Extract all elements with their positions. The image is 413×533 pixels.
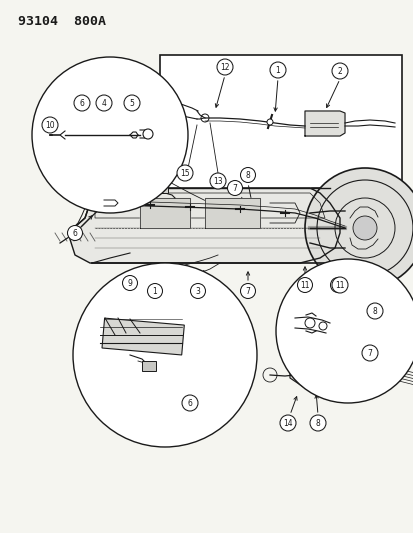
Text: 15: 15 (180, 168, 189, 177)
Polygon shape (68, 188, 339, 263)
Circle shape (190, 284, 205, 298)
Circle shape (32, 57, 188, 213)
Text: 3: 3 (195, 287, 200, 295)
Circle shape (227, 181, 242, 196)
Circle shape (304, 168, 413, 288)
Text: 7: 7 (367, 349, 372, 358)
Circle shape (216, 59, 233, 75)
Text: 14: 14 (282, 418, 292, 427)
Text: 11: 11 (335, 280, 344, 289)
Circle shape (96, 95, 112, 111)
Circle shape (269, 62, 285, 78)
Circle shape (309, 415, 325, 431)
Circle shape (352, 216, 376, 240)
Text: 6: 6 (187, 399, 192, 408)
Text: 7: 7 (245, 287, 250, 295)
Circle shape (366, 303, 382, 319)
Bar (102, 318, 184, 355)
Text: 6: 6 (72, 229, 77, 238)
Polygon shape (204, 198, 259, 228)
Text: 8: 8 (245, 171, 250, 180)
Polygon shape (104, 200, 118, 206)
Text: 8: 8 (315, 418, 320, 427)
Circle shape (279, 415, 295, 431)
Circle shape (67, 225, 82, 240)
Circle shape (331, 63, 347, 79)
Circle shape (147, 284, 162, 298)
Circle shape (122, 276, 137, 290)
Circle shape (177, 165, 192, 181)
Circle shape (318, 322, 326, 330)
Text: 8: 8 (372, 306, 377, 316)
Text: 11: 11 (299, 280, 309, 289)
Text: 6: 6 (79, 99, 84, 108)
Text: 2: 2 (337, 67, 342, 76)
Text: 1: 1 (275, 66, 280, 75)
Text: 10: 10 (45, 120, 55, 130)
Polygon shape (140, 198, 190, 228)
Text: 93104  800A: 93104 800A (18, 15, 106, 28)
Text: 7: 7 (232, 183, 237, 192)
Text: 8: 8 (335, 280, 339, 289)
Text: 13: 13 (213, 176, 222, 185)
Polygon shape (289, 353, 359, 391)
Circle shape (330, 278, 345, 293)
Text: 4: 4 (101, 99, 106, 108)
Text: 5: 5 (129, 99, 134, 108)
Circle shape (266, 119, 272, 125)
Circle shape (331, 277, 347, 293)
Polygon shape (304, 111, 344, 136)
Bar (158, 185, 168, 193)
Circle shape (142, 129, 153, 139)
Circle shape (240, 284, 255, 298)
Circle shape (42, 117, 58, 133)
Circle shape (74, 95, 90, 111)
Circle shape (361, 345, 377, 361)
Text: 12: 12 (220, 62, 229, 71)
Circle shape (297, 278, 312, 293)
Circle shape (182, 395, 197, 411)
Circle shape (124, 95, 140, 111)
Bar (159, 55, 401, 188)
Circle shape (275, 259, 413, 403)
Circle shape (304, 318, 314, 328)
Bar (142, 361, 156, 371)
Text: 9: 9 (127, 279, 132, 287)
Circle shape (73, 263, 256, 447)
Circle shape (209, 173, 225, 189)
Text: 1: 1 (152, 287, 157, 295)
Circle shape (240, 167, 255, 182)
